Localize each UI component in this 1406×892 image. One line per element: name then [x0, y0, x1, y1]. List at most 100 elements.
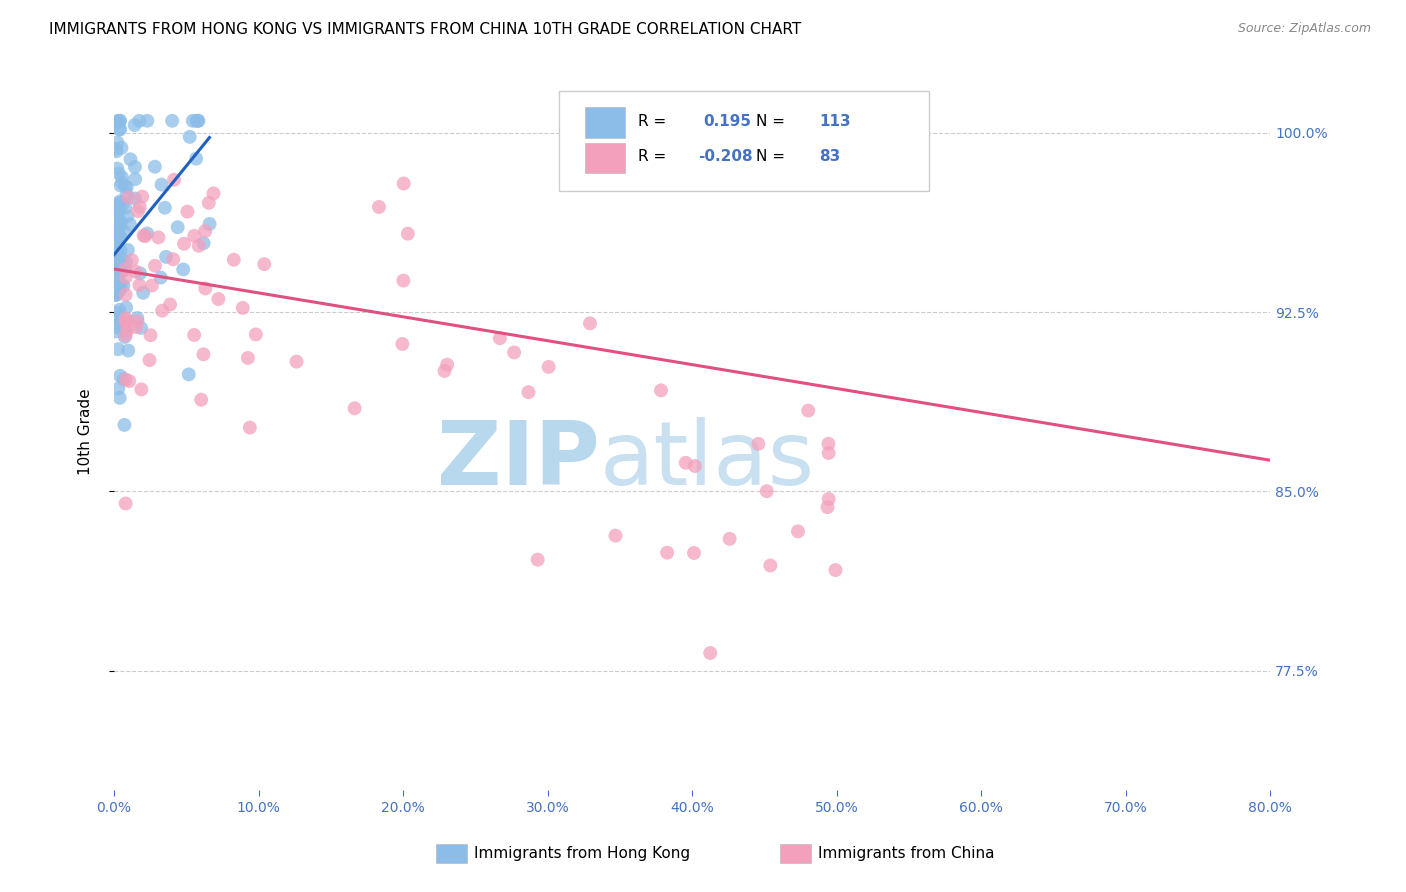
Point	[187, 239, 209, 253]
Text: N =: N =	[756, 149, 785, 164]
Point	[105, 287, 128, 301]
Point	[107, 136, 129, 150]
Point	[141, 278, 163, 293]
Point	[108, 203, 131, 218]
Point	[108, 277, 131, 291]
Point	[110, 230, 132, 244]
Point	[139, 328, 162, 343]
Point	[124, 160, 146, 174]
Point	[579, 316, 602, 330]
Point	[817, 491, 839, 506]
Point	[187, 113, 209, 128]
Point	[118, 374, 141, 388]
Point	[115, 313, 138, 327]
Point	[368, 200, 391, 214]
Point	[105, 277, 128, 291]
Point	[650, 384, 672, 398]
Text: R =: R =	[638, 113, 666, 128]
Point	[117, 243, 139, 257]
Text: N =: N =	[756, 113, 785, 128]
Text: Immigrants from Hong Kong: Immigrants from Hong Kong	[474, 847, 690, 861]
Point	[110, 280, 132, 294]
Point	[107, 219, 129, 233]
Point	[112, 260, 135, 274]
Point	[153, 201, 176, 215]
Point	[132, 285, 155, 300]
Point	[108, 264, 131, 278]
Point	[127, 204, 149, 219]
Point	[114, 254, 136, 268]
Point	[173, 236, 195, 251]
Point	[104, 313, 127, 327]
Point	[104, 253, 127, 268]
Point	[110, 178, 132, 193]
Point	[488, 331, 510, 345]
Point	[194, 224, 217, 238]
Bar	[585, 107, 626, 137]
Point	[127, 314, 149, 328]
Point	[183, 228, 205, 243]
Point	[108, 113, 131, 128]
Point	[517, 385, 540, 400]
Point	[107, 219, 129, 234]
Point	[105, 142, 128, 156]
Point	[436, 358, 458, 372]
Point	[108, 368, 131, 383]
Point	[172, 262, 194, 277]
Point	[190, 392, 212, 407]
Point	[176, 204, 198, 219]
Point	[183, 328, 205, 343]
Point	[120, 153, 142, 167]
Point	[128, 113, 150, 128]
Point	[181, 113, 204, 128]
Text: 0.195: 0.195	[704, 113, 752, 128]
Point	[105, 285, 128, 299]
Point	[198, 217, 221, 231]
Point	[107, 254, 129, 268]
Point	[104, 287, 127, 301]
Point	[675, 456, 697, 470]
Point	[797, 403, 820, 417]
FancyBboxPatch shape	[560, 91, 929, 191]
Point	[117, 323, 139, 337]
Point	[104, 253, 127, 268]
Point	[104, 288, 127, 302]
Point	[132, 228, 155, 243]
Point	[105, 320, 128, 334]
Bar	[585, 144, 626, 173]
Point	[121, 253, 143, 268]
Point	[817, 446, 839, 460]
Point	[222, 252, 245, 267]
Point	[202, 186, 225, 201]
Text: ZIP: ZIP	[437, 417, 600, 504]
Point	[124, 172, 146, 186]
Point	[112, 372, 135, 386]
Point	[159, 297, 181, 311]
Point	[114, 328, 136, 343]
Point	[503, 345, 526, 359]
Point	[108, 284, 131, 298]
Point	[108, 218, 131, 232]
Point	[128, 278, 150, 293]
Point	[755, 484, 778, 499]
Point	[148, 230, 170, 244]
Point	[112, 224, 135, 238]
Point	[110, 244, 132, 258]
Point	[699, 646, 721, 660]
Point	[537, 359, 560, 374]
Point	[232, 301, 254, 315]
Point	[112, 278, 135, 293]
Point	[787, 524, 810, 539]
Point	[131, 383, 153, 397]
Point	[105, 264, 128, 278]
Point	[128, 200, 150, 214]
Point	[105, 145, 128, 159]
Point	[105, 210, 128, 224]
Point	[150, 178, 173, 192]
Point	[824, 563, 846, 577]
Point	[107, 224, 129, 238]
Point	[114, 311, 136, 326]
Point	[134, 229, 156, 244]
Point	[115, 180, 138, 194]
Point	[107, 113, 129, 128]
